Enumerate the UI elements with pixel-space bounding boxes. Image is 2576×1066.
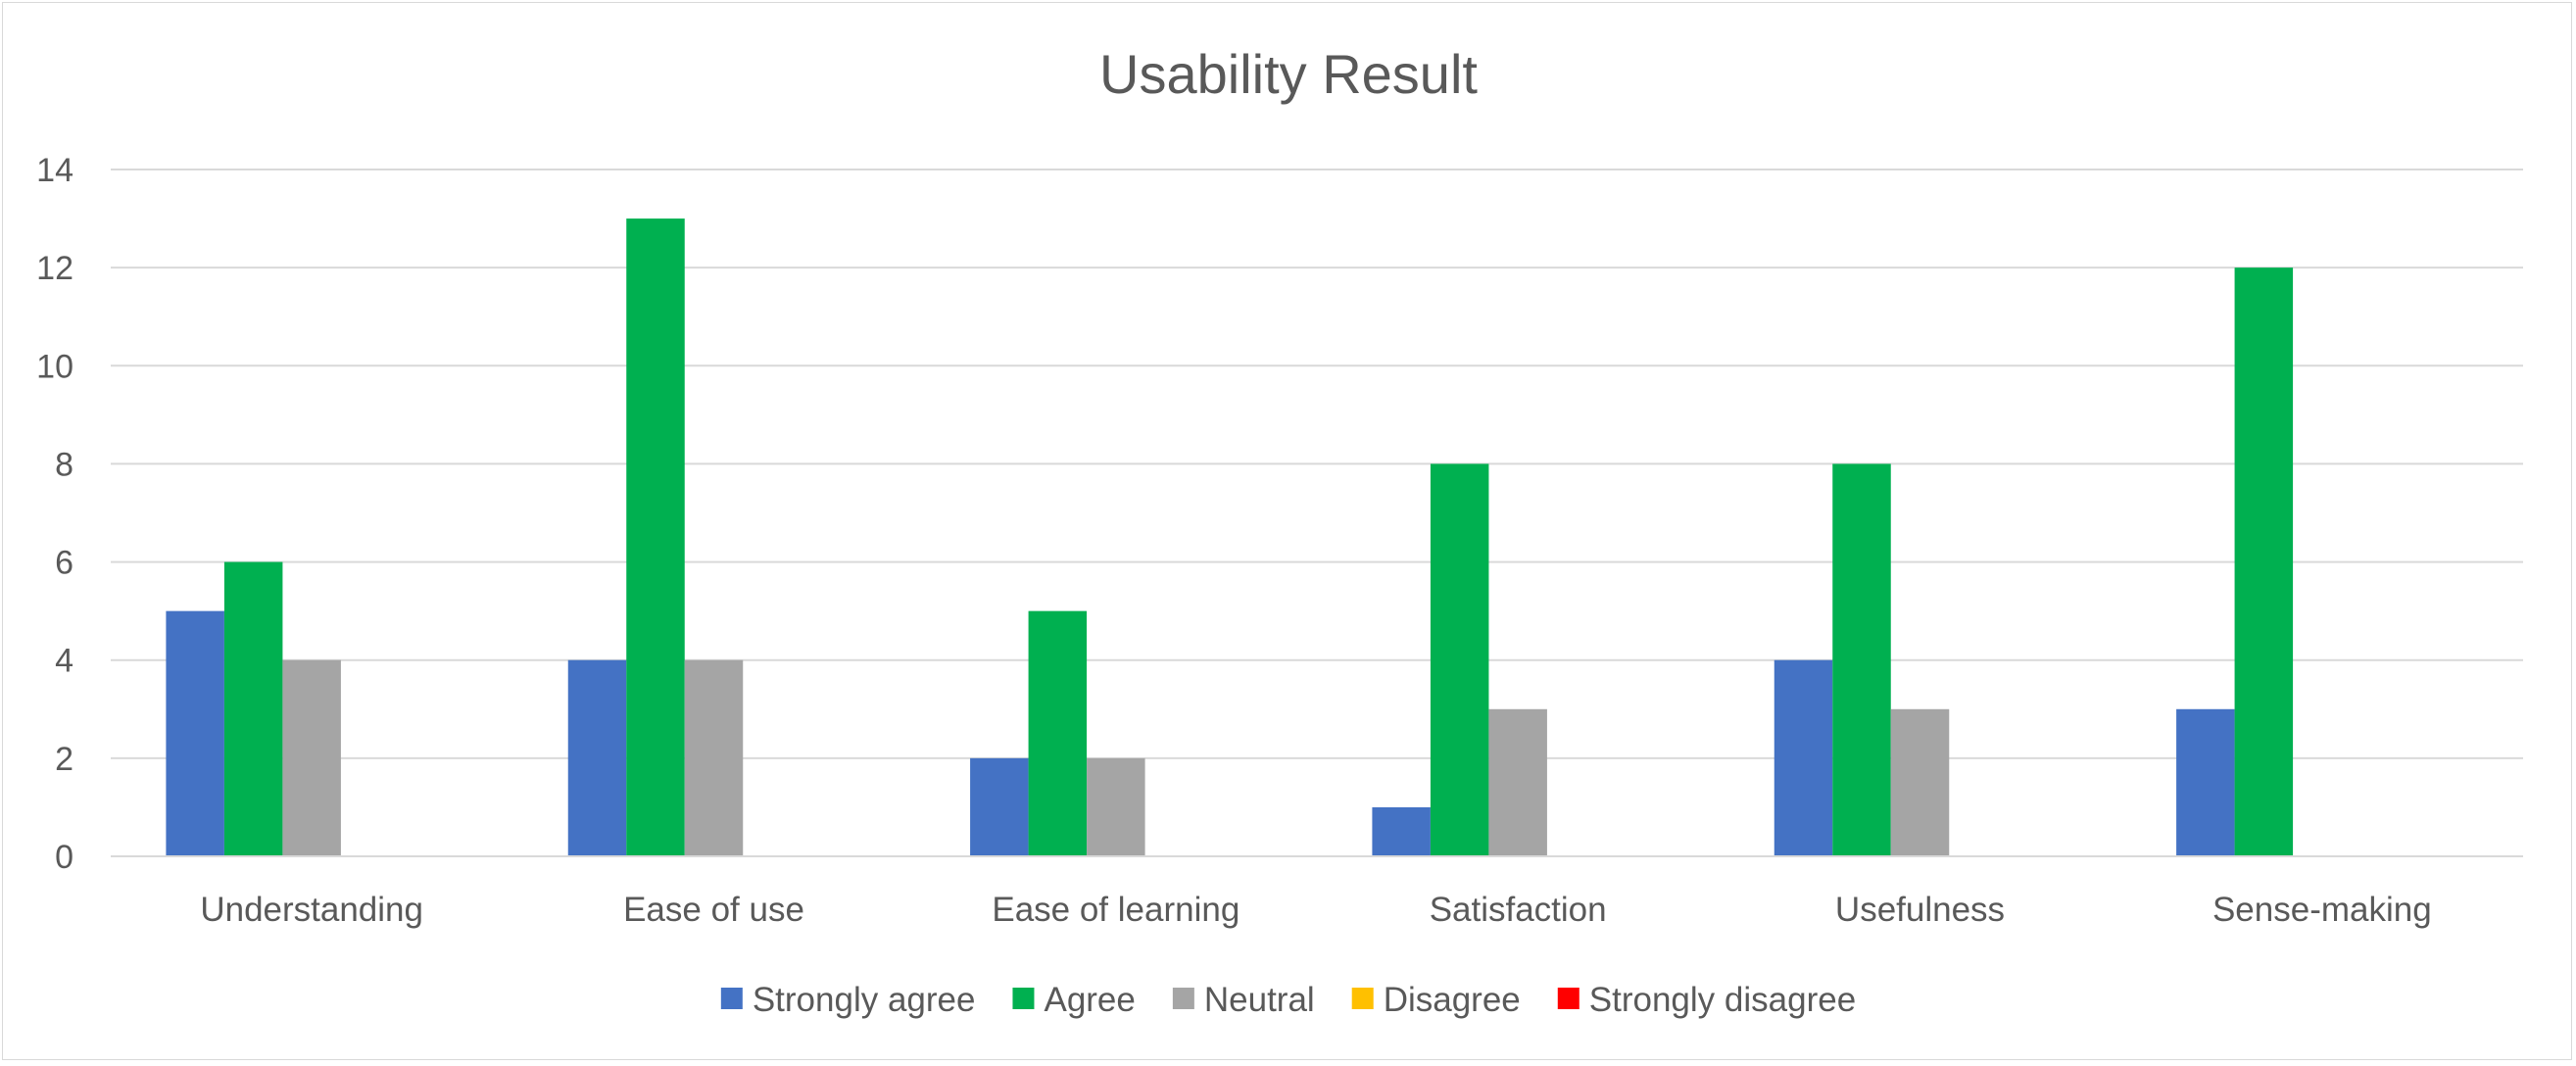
bar-agree bbox=[1832, 463, 1891, 856]
bar-agree bbox=[223, 561, 283, 856]
legend-item-strongly-disagree: Strongly disagree bbox=[1557, 981, 1856, 1019]
legend-label: Agree bbox=[1044, 981, 1135, 1019]
legend-item-disagree: Disagree bbox=[1351, 981, 1521, 1019]
x-category-label: Satisfaction bbox=[1430, 891, 1607, 929]
bar-agree bbox=[2234, 267, 2294, 857]
legend-label: Strongly disagree bbox=[1589, 981, 1856, 1019]
legend-swatch bbox=[1012, 988, 1035, 1009]
y-tick-label: 8 bbox=[55, 446, 73, 483]
legend-label: Neutral bbox=[1204, 981, 1315, 1019]
chart-title: Usability Result bbox=[1099, 43, 1478, 105]
bar-neutral bbox=[1087, 757, 1145, 856]
y-tick-label: 4 bbox=[55, 643, 73, 680]
bar-agree bbox=[1430, 463, 1489, 856]
legend-item-strongly-agree: Strongly agree bbox=[720, 981, 976, 1019]
y-tick-label: 14 bbox=[36, 152, 73, 189]
x-axis-categories: Understanding Ease of use Ease of learning… bbox=[200, 891, 2431, 929]
legend-label: Strongly agree bbox=[753, 981, 976, 1019]
y-tick-label: 2 bbox=[55, 741, 73, 778]
bars bbox=[166, 218, 2294, 857]
x-category-label: Usefulness bbox=[1835, 891, 2005, 929]
bar-neutral bbox=[1488, 708, 1547, 856]
bar-neutral bbox=[684, 659, 744, 856]
bar-strongly-agree bbox=[1774, 659, 1833, 856]
bar-strongly-agree bbox=[970, 757, 1029, 856]
bar-agree bbox=[1028, 610, 1088, 856]
bar-neutral bbox=[282, 659, 341, 856]
bar-strongly-agree bbox=[166, 610, 224, 856]
bar-chart: Usability Result 0 2 4 6 8 10 12 14 Understandi… bbox=[36, 43, 2523, 1019]
y-tick-label: 0 bbox=[55, 839, 73, 876]
bar-agree bbox=[626, 218, 685, 857]
legend-item-agree: Agree bbox=[1012, 981, 1136, 1019]
legend-item-neutral: Neutral bbox=[1172, 981, 1315, 1019]
y-tick-label: 6 bbox=[55, 545, 73, 582]
x-category-label: Sense-making bbox=[2212, 891, 2432, 929]
legend: Strongly agree Agree Neutral Disagree Strong… bbox=[720, 981, 1856, 1019]
y-tick-label: 10 bbox=[36, 348, 73, 385]
legend-label: Disagree bbox=[1384, 981, 1521, 1019]
y-tick-label: 12 bbox=[36, 250, 73, 287]
legend-swatch bbox=[1172, 988, 1194, 1009]
x-category-label: Ease of learning bbox=[992, 891, 1239, 929]
bar-strongly-agree bbox=[2176, 708, 2235, 856]
x-category-label: Ease of use bbox=[623, 891, 804, 929]
bar-strongly-agree bbox=[1372, 806, 1431, 856]
legend-swatch bbox=[1557, 988, 1580, 1009]
gridlines bbox=[111, 169, 2523, 759]
x-category-label: Understanding bbox=[200, 891, 423, 929]
bar-strongly-agree bbox=[567, 659, 627, 856]
legend-swatch bbox=[1351, 988, 1374, 1009]
bar-neutral bbox=[1890, 708, 1950, 856]
y-axis-ticks: 0 2 4 6 8 10 12 14 bbox=[36, 152, 73, 876]
legend-swatch bbox=[720, 988, 743, 1009]
